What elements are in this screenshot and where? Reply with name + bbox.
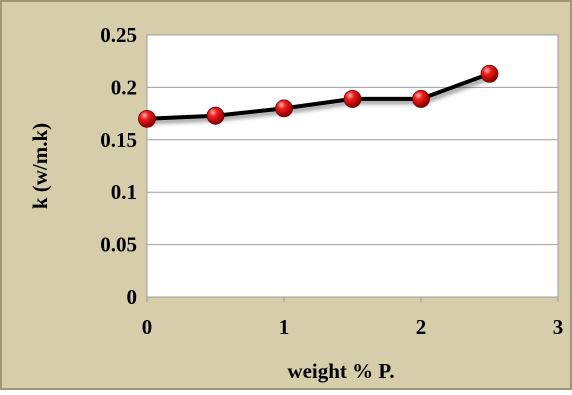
y-tick-label: 0.15 [100, 128, 137, 152]
y-tick-label: 0.25 [100, 23, 137, 47]
data-point-marker [138, 109, 156, 128]
series-line [146, 71, 491, 121]
y-axis-title: k (w/m.k) [28, 123, 52, 209]
data-series [138, 64, 499, 128]
x-tick-labels: 0 1 2 3 [142, 315, 564, 339]
data-point-marker [206, 106, 225, 125]
y-tick-label: 0 [127, 285, 138, 309]
gridlines [146, 34, 559, 302]
x-tick-label: 3 [553, 315, 564, 339]
x-tick-label: 0 [142, 315, 153, 339]
y-tick-label: 0.05 [100, 233, 137, 257]
x-axis-title: weight % P. [287, 359, 394, 383]
data-point-marker [275, 99, 293, 118]
x-tick-label: 1 [279, 315, 290, 339]
data-point-marker [480, 64, 499, 83]
data-point-marker [412, 90, 430, 108]
y-tick-labels: 0 0.05 0.1 0.15 0.2 0.25 [100, 23, 137, 309]
data-point-marker [343, 90, 362, 108]
y-tick-label: 0.1 [111, 180, 137, 204]
x-tick-label: 2 [416, 315, 427, 339]
y-tick-label: 0.2 [111, 75, 137, 99]
